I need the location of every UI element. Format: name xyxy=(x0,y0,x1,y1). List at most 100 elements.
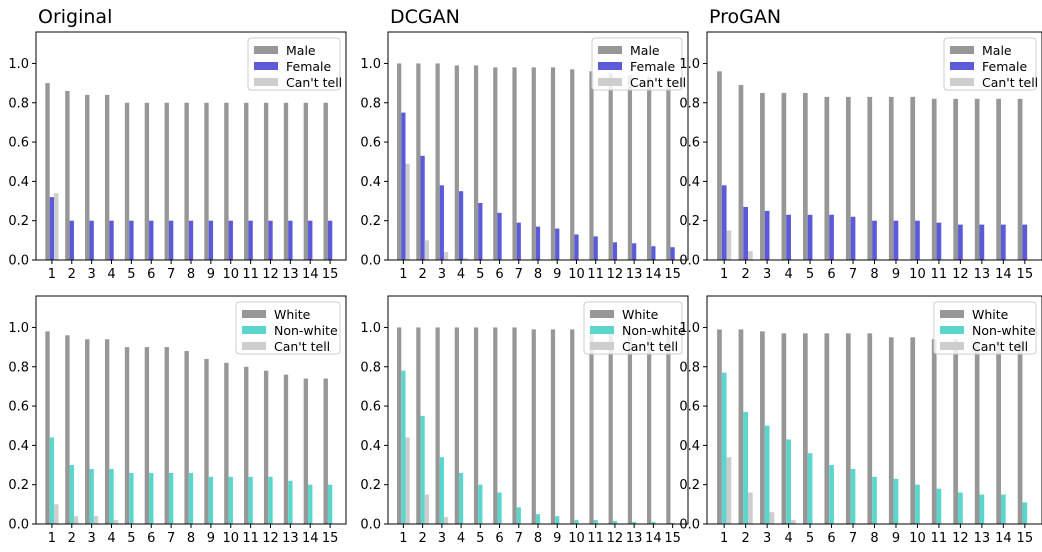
bar-male-13 xyxy=(627,75,633,261)
legend-swatch-white xyxy=(590,310,614,318)
bar-female-13 xyxy=(979,224,985,260)
bar-female-6 xyxy=(829,214,834,260)
bar-white-2 xyxy=(416,327,421,524)
x-tick-label: 3 xyxy=(763,531,771,546)
bar-male-6 xyxy=(144,102,150,260)
bar-can-t-tell-2 xyxy=(424,494,429,524)
bar-female-11 xyxy=(936,222,942,260)
bar-white-5 xyxy=(473,327,479,524)
x-tick-label: 8 xyxy=(870,531,878,546)
bar-male-10 xyxy=(910,96,916,260)
x-tick-label: 10 xyxy=(909,267,926,282)
bar-can-t-tell-1 xyxy=(726,230,732,260)
x-tick-label: 11 xyxy=(931,267,948,282)
bar-white-9 xyxy=(888,337,894,524)
bar-female-4 xyxy=(109,220,114,260)
bar-white-14 xyxy=(303,378,309,524)
x-tick-label: 9 xyxy=(553,267,561,282)
y-tick-label: 1.0 xyxy=(8,321,29,336)
bar-can-t-tell-4 xyxy=(790,520,796,524)
legend-label: White xyxy=(274,307,311,322)
x-tick-label: 6 xyxy=(495,267,503,282)
bar-male-15 xyxy=(666,77,671,261)
bar-can-t-tell-1 xyxy=(726,457,732,524)
x-tick-label: 12 xyxy=(262,531,279,546)
legend-swatch-non-white xyxy=(242,326,266,334)
bar-female-2 xyxy=(743,206,749,260)
bar-white-9 xyxy=(204,358,209,524)
x-tick-label: 4 xyxy=(457,531,465,546)
x-tick-label: 3 xyxy=(88,531,96,546)
bar-female-9 xyxy=(893,220,899,260)
legend-swatch-female xyxy=(598,62,622,70)
x-tick-label: 15 xyxy=(322,531,339,546)
bar-male-8 xyxy=(867,96,873,260)
bar-non-white-11 xyxy=(936,488,942,524)
bar-non-white-2 xyxy=(743,411,749,524)
bar-white-5 xyxy=(124,347,130,524)
bar-male-13 xyxy=(974,98,980,260)
bar-white-12 xyxy=(263,370,269,524)
x-tick-label: 3 xyxy=(88,267,96,282)
x-tick-label: 13 xyxy=(626,267,643,282)
legend-label: Can't tell xyxy=(274,339,330,354)
x-tick-label: 7 xyxy=(515,531,523,546)
bar-non-white-13 xyxy=(979,494,985,524)
bar-can-t-tell-3 xyxy=(443,252,449,260)
y-tick-label: 0.8 xyxy=(360,360,381,375)
y-tick-label: 0.4 xyxy=(8,175,29,190)
bar-male-4 xyxy=(454,65,459,260)
bar-non-white-9 xyxy=(893,478,899,524)
x-tick-label: 10 xyxy=(909,531,926,546)
bar-female-3 xyxy=(89,220,94,260)
legend-swatch-male xyxy=(598,46,622,54)
x-tick-label: 5 xyxy=(476,531,484,546)
bar-male-2 xyxy=(416,63,421,261)
bar-female-11 xyxy=(248,220,253,260)
bar-male-14 xyxy=(647,77,652,261)
x-tick-label: 12 xyxy=(607,531,624,546)
x-tick-label: 9 xyxy=(892,267,900,282)
bar-male-13 xyxy=(283,102,289,260)
bars xyxy=(717,71,1028,261)
bar-male-12 xyxy=(263,102,269,260)
x-tick-label: 4 xyxy=(107,531,115,546)
bar-female-4 xyxy=(458,191,464,260)
bar-can-t-tell-4 xyxy=(113,520,119,524)
bar-female-1 xyxy=(401,112,406,260)
x-tick-label: 7 xyxy=(515,267,523,282)
y-tick-label: 1.0 xyxy=(679,57,700,72)
bars xyxy=(45,83,333,261)
legend-label: Non-white xyxy=(972,323,1036,338)
bar-non-white-4 xyxy=(109,468,114,524)
x-tick-label: 15 xyxy=(1017,531,1034,546)
legend-swatch-can-t-tell xyxy=(242,342,266,350)
bar-white-6 xyxy=(493,327,498,524)
x-tick-label: 14 xyxy=(302,531,319,546)
x-tick-label: 5 xyxy=(127,531,135,546)
bar-white-10 xyxy=(910,337,916,524)
x-tick-label: 5 xyxy=(806,267,814,282)
legend-label: Male xyxy=(286,43,316,58)
bar-can-t-tell-3 xyxy=(443,517,449,524)
legend-swatch-can-t-tell xyxy=(940,342,964,350)
bar-male-4 xyxy=(781,92,787,261)
bar-non-white-12 xyxy=(268,476,273,524)
x-tick-label: 4 xyxy=(784,267,792,282)
y-tick-label: 1.0 xyxy=(8,57,29,72)
y-tick-label: 0.6 xyxy=(360,400,381,415)
x-tick-label: 13 xyxy=(282,267,299,282)
bar-can-t-tell-3 xyxy=(93,516,99,524)
bar-male-2 xyxy=(65,90,70,260)
x-tick-label: 4 xyxy=(784,531,792,546)
x-tick-label: 14 xyxy=(645,267,662,282)
y-tick-label: 0.6 xyxy=(679,136,700,151)
x-tick-label: 12 xyxy=(952,531,969,546)
x-tick-label: 7 xyxy=(849,267,857,282)
bar-female-12 xyxy=(612,242,618,260)
x-tick-label: 15 xyxy=(1017,267,1034,282)
bar-white-12 xyxy=(608,331,613,524)
